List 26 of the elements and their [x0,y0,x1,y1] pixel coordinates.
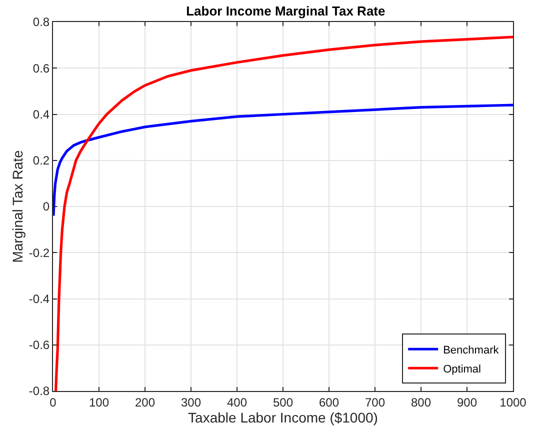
x-tick-label: 400 [226,395,248,410]
y-tick-label: -0.2 [28,246,50,260]
y-tick-label: 0.4 [32,107,50,122]
x-tick-label: 600 [318,395,340,410]
x-tick-label: 1000 [500,395,527,410]
x-tick-label: 700 [364,395,386,410]
x-tick-label: 200 [134,395,156,410]
y-tick-label: -0.4 [28,292,50,306]
x-axis-title: Taxable Labor Income ($1000) [188,410,378,426]
x-tick-label: 800 [410,395,432,410]
legend-label: Optimal [443,363,482,376]
x-tick-label: 500 [272,395,294,410]
y-tick-label: 0.8 [32,15,50,30]
x-tick-label: 900 [456,395,478,410]
line-series [53,104,513,218]
x-tick-label: 300 [180,395,202,410]
chart-title: Labor Income Marginal Tax Rate [186,4,386,19]
legend-label: Benchmark [443,344,500,356]
y-axis-title: Marginal Tax Rate [10,150,26,263]
x-tick-label: 100 [88,395,110,410]
y-tick-label: -0.6 [28,338,50,352]
y-tick-label: -0.8 [28,384,50,398]
y-tick-label: 0 [42,200,50,214]
y-tick-label: 0.6 [32,61,50,76]
y-tick-label: 0.2 [32,154,50,168]
line-series [54,36,513,391]
